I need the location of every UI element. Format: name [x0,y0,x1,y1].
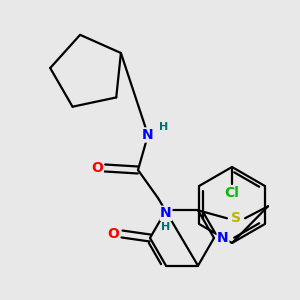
Text: H: H [159,122,169,132]
Text: H: H [161,222,171,232]
Text: N: N [142,128,154,142]
Text: N: N [217,231,229,245]
Text: Cl: Cl [225,186,239,200]
Text: N: N [160,206,172,220]
Text: O: O [91,161,103,175]
Text: O: O [107,227,119,241]
Text: S: S [231,211,241,225]
